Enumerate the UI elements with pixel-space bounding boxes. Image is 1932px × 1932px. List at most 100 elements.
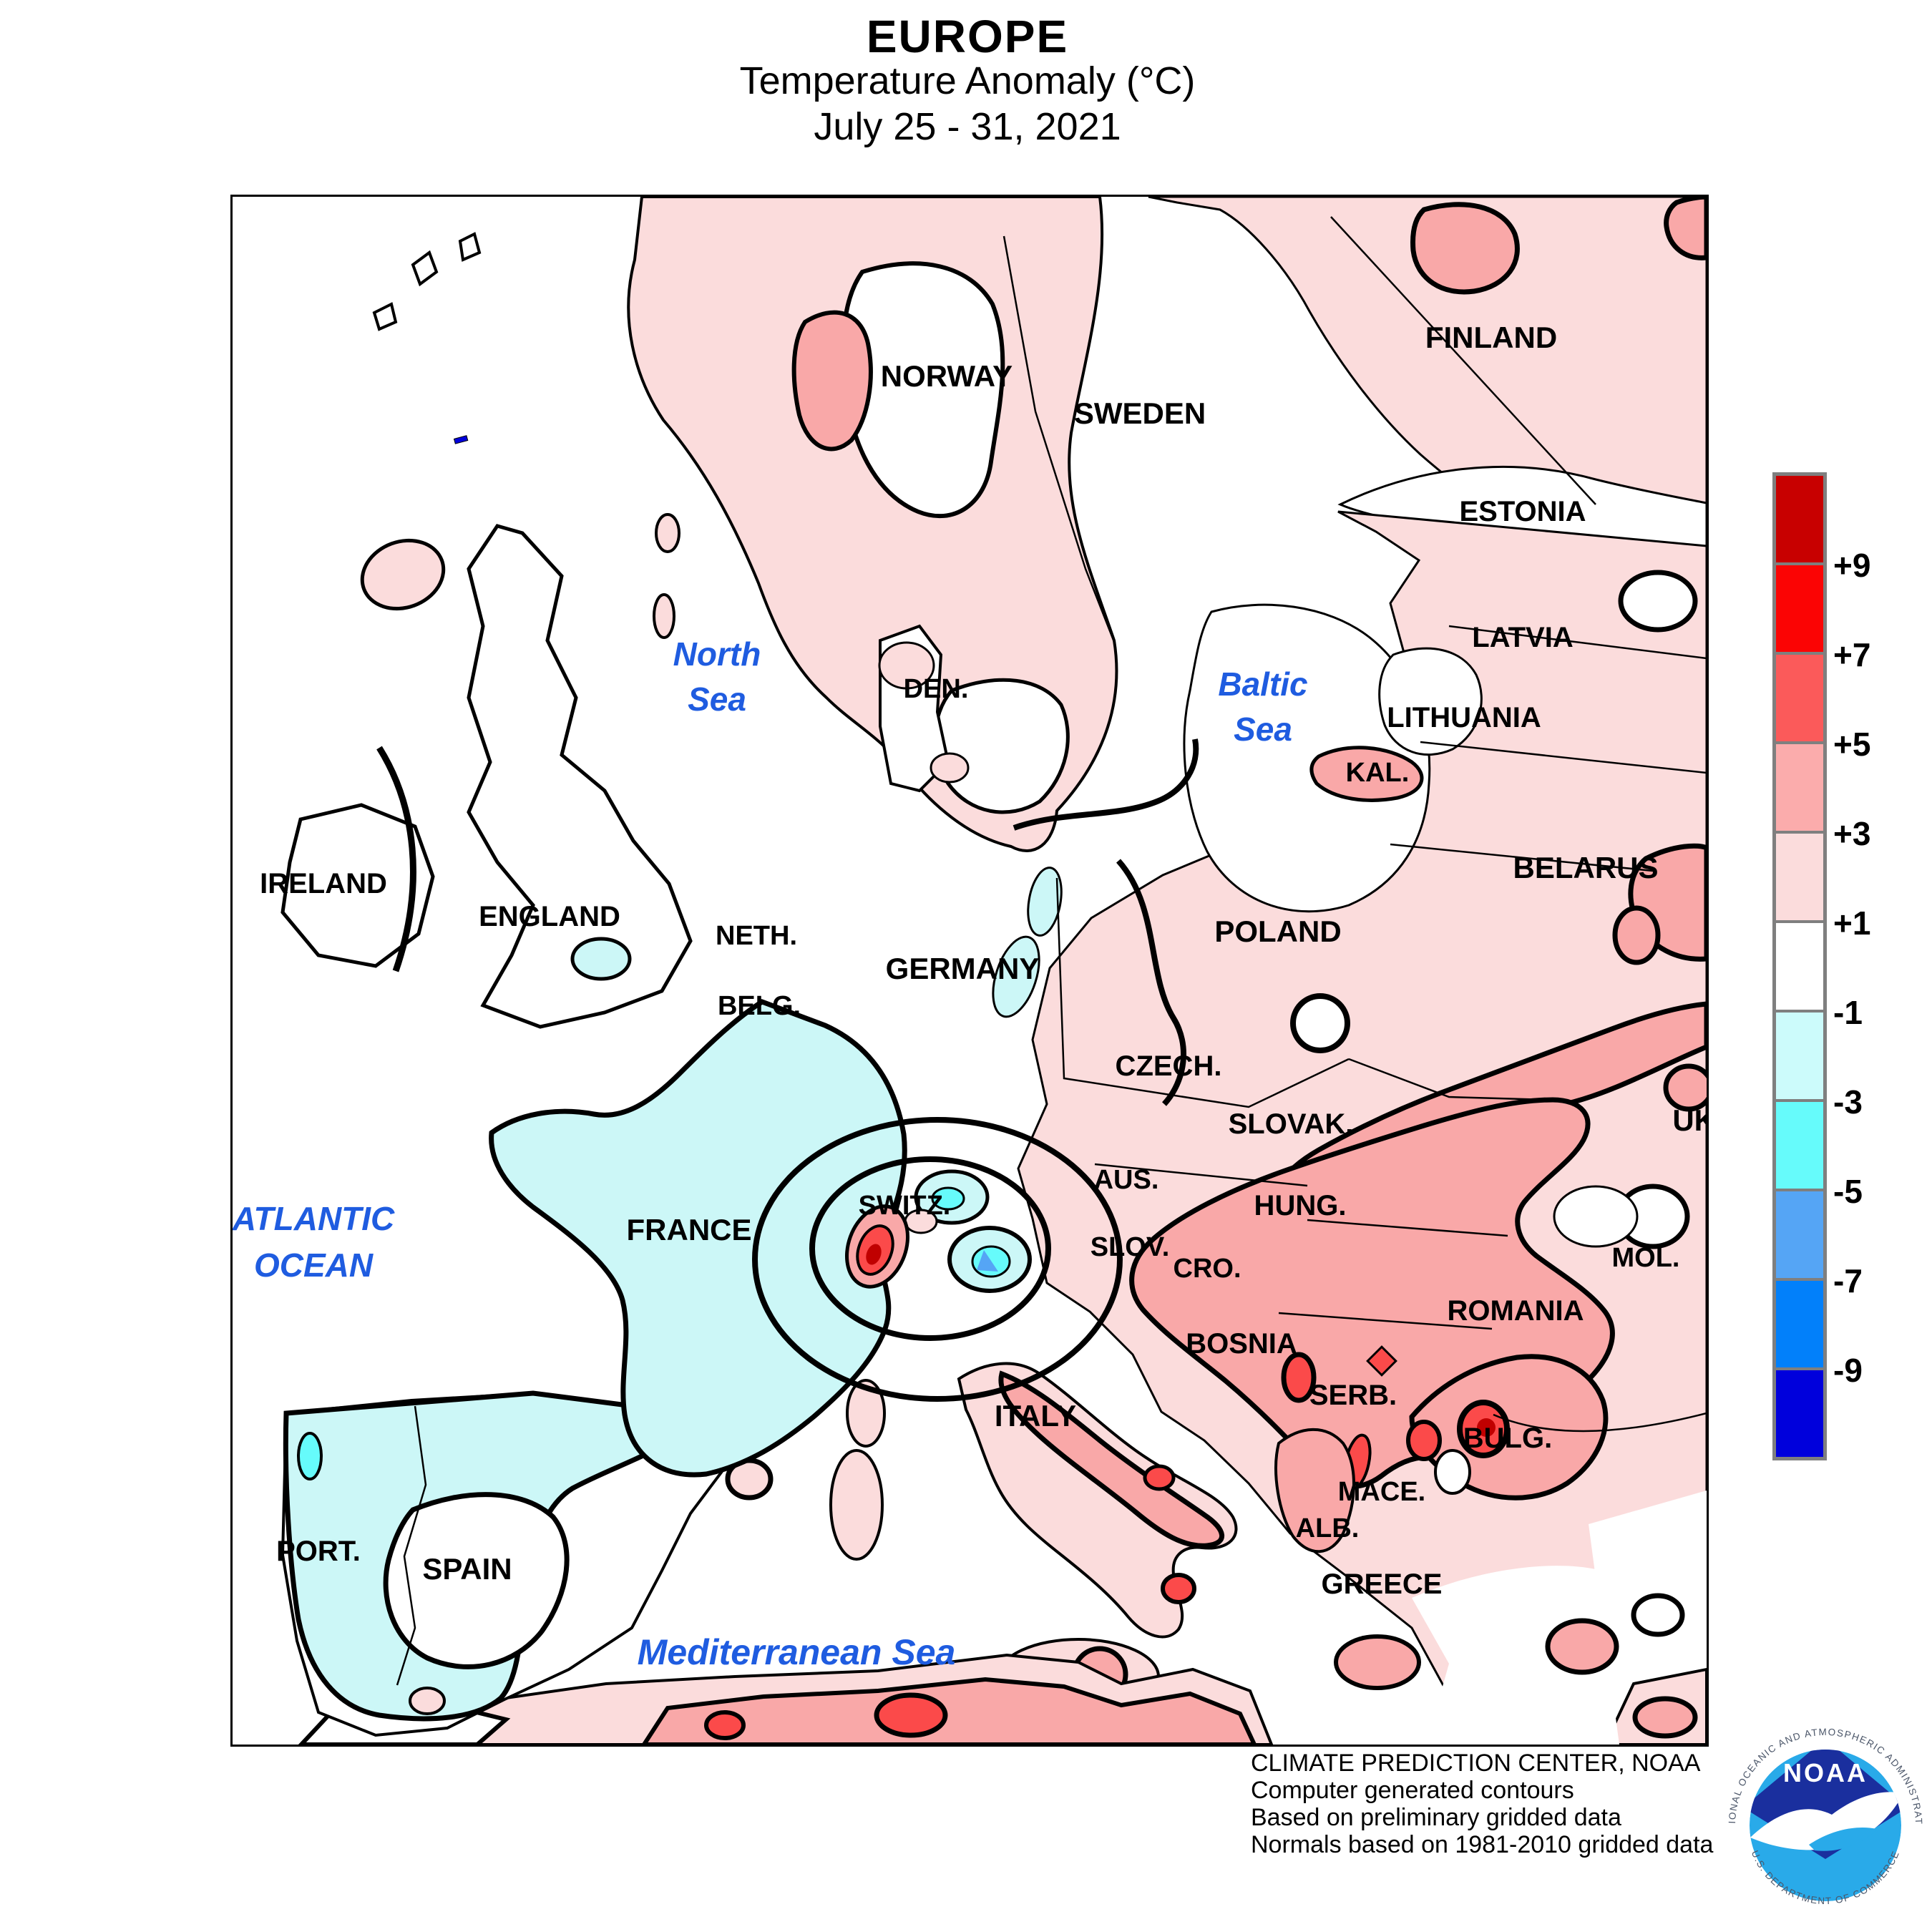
country-label-italy: ITALY	[994, 1399, 1077, 1433]
region-denmark-pink-2	[930, 752, 970, 784]
region-aegean-white	[1412, 1566, 1619, 1745]
region-greatbritain-white	[467, 524, 693, 1029]
country-label-ireland: IRELAND	[260, 868, 387, 899]
region-bulgaria-white-hole	[1434, 1449, 1471, 1495]
country-label-czech: CZECH.	[1115, 1050, 1222, 1082]
noaa-logo-gull	[1750, 1792, 1901, 1850]
contour-alps-inner	[809, 1156, 1051, 1341]
region-ireland-white	[280, 803, 435, 968]
region-alps-blue-core	[977, 1250, 998, 1272]
attribution-line-2: Computer generated contours	[1251, 1777, 1574, 1804]
legend-swatch-minus3	[1776, 1102, 1823, 1189]
region-germany-cyan-1	[992, 935, 1040, 1018]
legend-label-plus1: +1	[1833, 904, 1871, 942]
country-label-romania: ROMANIA	[1447, 1295, 1584, 1327]
contour-czech-hole	[1290, 993, 1350, 1053]
color-scale-legend	[1772, 472, 1827, 1460]
page-title: EUROPE	[866, 11, 1069, 62]
region-shetland-isles	[372, 232, 482, 331]
sea-label-baltic-2: Sea	[1234, 711, 1292, 748]
region-germany-cyan-2	[1027, 867, 1063, 937]
legend-label-minus1: -1	[1833, 994, 1863, 1031]
country-label-bulgaria: BULG.	[1463, 1423, 1553, 1454]
country-label-germany: GERMANY	[885, 952, 1040, 985]
country-label-sweden: SWEDEN	[1073, 396, 1206, 430]
country-label-portugal: PORT.	[276, 1536, 361, 1567]
country-label-greece: GREECE	[1321, 1568, 1443, 1600]
country-label-serbia: SERB.	[1309, 1380, 1397, 1411]
country-label-austria: AUS.	[1093, 1165, 1159, 1195]
country-label-slovenia: SLOV.	[1090, 1232, 1170, 1262]
country-label-estonia: ESTONIA	[1459, 496, 1586, 527]
region-alps-darkred-core	[866, 1244, 882, 1265]
country-label-denmark: DEN.	[903, 674, 969, 704]
legend-swatch-plus7	[1776, 565, 1823, 652]
country-label-finland: FINLAND	[1425, 321, 1558, 354]
country-label-hungary: HUNG.	[1254, 1190, 1347, 1221]
country-label-poland: POLAND	[1214, 914, 1342, 948]
legend-label-minus7: -7	[1833, 1262, 1863, 1299]
country-label-macedonia: MACE.	[1337, 1477, 1426, 1507]
country-label-switzerland: SWITZ.	[858, 1191, 951, 1221]
country-label-norway: NORWAY	[880, 359, 1013, 393]
noaa-logo-wordmark: NOAA	[1783, 1758, 1868, 1787]
region-finland-salmon	[1410, 202, 1520, 295]
country-label-netherlands: NETH.	[716, 921, 797, 951]
country-label-croatia: CRO.	[1173, 1254, 1241, 1284]
europe-anomaly-map: NORWAY SWEDEN FINLAND ESTONIA LATVIA LIT…	[230, 195, 1709, 1747]
legend-swatch-plus3	[1776, 744, 1823, 831]
country-label-latvia: LATVIA	[1472, 622, 1574, 653]
attribution-line-3: Based on preliminary gridded data	[1251, 1804, 1621, 1831]
region-belarus-oval-salmon	[1612, 905, 1661, 965]
region-ukraine-oval-salmon	[1663, 1063, 1707, 1112]
region-africa-red-1	[874, 1692, 948, 1738]
region-navy-speck	[453, 435, 469, 444]
legend-swatch-minus7	[1776, 1281, 1823, 1367]
country-borders	[1002, 216, 1707, 1433]
region-denmark-pink-1	[878, 641, 935, 690]
region-peloponnese-salmon	[1334, 1634, 1421, 1690]
legend-swatch-minus5	[1776, 1191, 1823, 1278]
region-serbia-red	[1281, 1352, 1317, 1403]
sea-label-baltic-1: Baltic	[1218, 665, 1308, 703]
sea-label-atlantic-1: ATLANTIC	[232, 1200, 395, 1237]
region-gargano-red	[1143, 1464, 1176, 1491]
region-peipus-white	[1618, 570, 1698, 633]
date-range: July 25 - 31, 2021	[814, 105, 1121, 148]
legend-label-plus7: +7	[1833, 636, 1871, 673]
country-label-slovakia: SLOVAK.	[1228, 1108, 1354, 1140]
country-label-bosnia: BOSNIA	[1186, 1328, 1297, 1360]
country-label-albania: ALB.	[1295, 1513, 1360, 1543]
region-nwspain-cyan2	[297, 1432, 323, 1480]
country-label-spain: SPAIN	[422, 1552, 512, 1586]
sea-label-north-1: North	[673, 635, 761, 673]
page-subtitle: Temperature Anomaly (°C)	[739, 59, 1196, 102]
region-riga-white	[1378, 647, 1483, 756]
legend-swatch-plus5	[1776, 655, 1823, 741]
border-portugal-spain	[396, 1405, 427, 1686]
legend-label-plus9: +9	[1833, 547, 1871, 584]
attribution-line-4: Normals based on 1981-2010 gridded data	[1251, 1831, 1714, 1858]
legend-label-plus3: +3	[1833, 815, 1871, 852]
legend-swatch-minus1	[1776, 1013, 1823, 1099]
region-blacksea-blob-white	[1631, 1593, 1685, 1637]
country-label-moldova: MOL.	[1611, 1243, 1680, 1273]
region-scotland-pink	[360, 538, 446, 611]
legend-swatch-plus9	[1776, 476, 1823, 562]
attribution-block: CLIMATE PREDICTION CENTER, NOAA Computer…	[1251, 1750, 1713, 1858]
region-bulg-left-red	[1406, 1420, 1442, 1461]
region-kaliningrad-salmon	[1309, 746, 1424, 802]
contour-irish-sea	[376, 746, 416, 972]
country-label-ukraine: UKRAINE	[1672, 1103, 1707, 1137]
region-sardinia-pink	[829, 1449, 884, 1561]
region-bulgaria-darkred	[1477, 1418, 1496, 1437]
country-label-england: ENGLAND	[479, 901, 620, 932]
region-serbia-red-diamond	[1366, 1345, 1397, 1377]
region-corner-salmon	[1664, 197, 1707, 260]
region-africa-red-2	[704, 1710, 746, 1740]
attribution-line-1: CLIMATE PREDICTION CENTER, NOAA	[1251, 1750, 1701, 1777]
region-italy-salmon-band	[998, 1370, 1224, 1548]
legend-swatch-minus9	[1776, 1370, 1823, 1457]
region-alps-cyan2-a	[931, 1186, 965, 1211]
